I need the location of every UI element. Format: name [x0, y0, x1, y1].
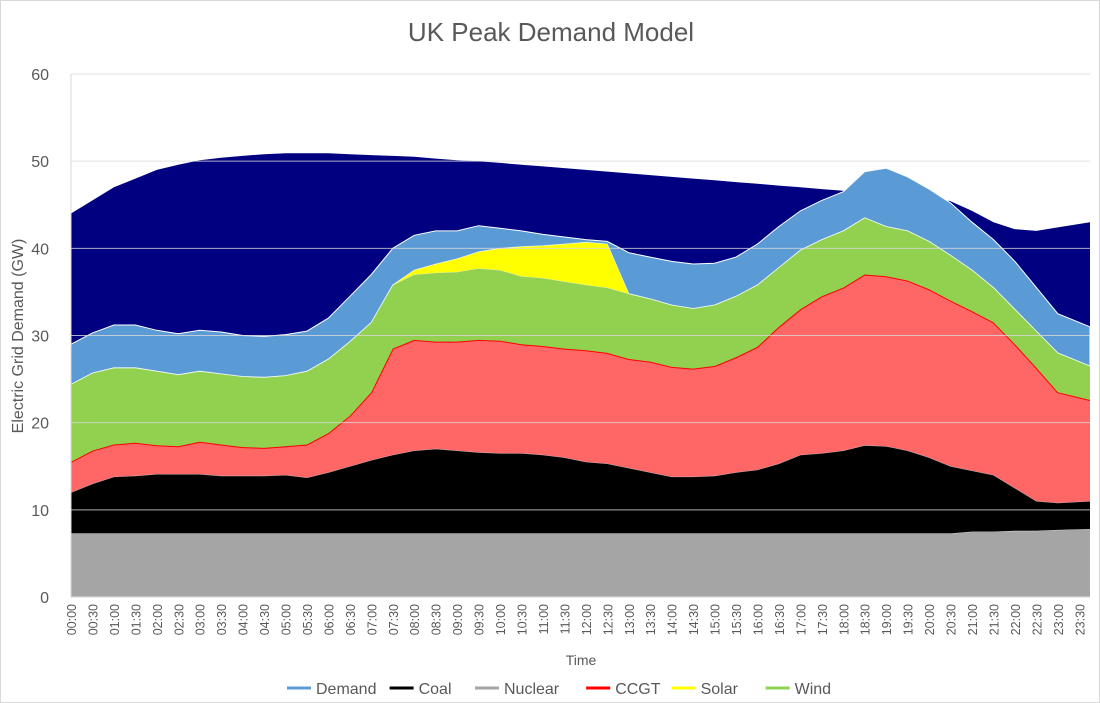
ccgt-area [71, 274, 1090, 503]
x-tick-label: 09:30 [473, 604, 487, 635]
legend-label: Solar [701, 681, 739, 698]
x-tick-label: 06:00 [322, 604, 336, 635]
solar-edge [70, 217, 1091, 385]
x-tick-label: 21:00 [966, 604, 980, 635]
x-tick-label: 21:30 [988, 604, 1002, 635]
chart-title: UK Peak Demand Model [408, 17, 694, 47]
x-tick-label: 11:00 [537, 604, 551, 634]
x-tick-label: 23:00 [1052, 604, 1066, 635]
x-tick-label: 04:00 [237, 604, 251, 635]
x-tick-labels: 00:00 00:30 01:00 01:30 02:00 02:30 03:00 03:30… [65, 604, 1087, 635]
x-tick-label: 17:30 [816, 604, 830, 635]
y-tick-labels: 0 10 20 30 40 50 60 [31, 67, 49, 607]
legend-label: Coal [419, 681, 452, 698]
x-tick-label: 20:00 [923, 604, 937, 635]
x-tick-label: 19:30 [902, 604, 916, 635]
x-tick-label: 22:30 [1030, 604, 1044, 635]
x-tick-label: 14:00 [666, 604, 680, 635]
x-tick-label: 05:00 [280, 604, 294, 635]
x-tick-label: 13:30 [644, 604, 658, 635]
x-tick-label: 17:00 [794, 604, 808, 635]
x-tick-label: 07:00 [365, 604, 379, 635]
x-tick-label: 04:30 [258, 604, 272, 635]
x-tick-label: 16:00 [752, 604, 766, 635]
y-tick-label: 30 [31, 329, 49, 346]
legend: Demand Coal Nuclear CCGT Solar Wind [287, 681, 831, 698]
x-tick-label: 12:00 [580, 604, 594, 635]
x-tick-label: 18:30 [859, 604, 873, 635]
gridlines [70, 73, 1090, 598]
x-tick-label: 10:30 [516, 604, 530, 635]
ccgt-line [70, 273, 1091, 463]
legend-item-nuclear: Nuclear [475, 681, 560, 698]
x-tick-label: 02:30 [172, 604, 186, 635]
y-axis-label: Electric Grid Demand (GW) [10, 239, 27, 434]
x-tick-label: 08:00 [408, 604, 422, 635]
x-tick-label: 01:30 [129, 604, 143, 635]
wind-area [71, 217, 1090, 462]
legend-item-ccgt: CCGT [586, 681, 661, 698]
x-tick-label: 01:00 [108, 604, 122, 635]
nuclear-area [71, 529, 1090, 597]
legend-label: Demand [316, 681, 376, 698]
x-tick-label: 06:30 [344, 604, 358, 635]
x-tick-label: 16:30 [773, 604, 787, 635]
coal-area [71, 445, 1090, 534]
y-tick-label: 50 [31, 154, 49, 171]
plot-area [70, 153, 1091, 598]
x-tick-label: 13:00 [623, 604, 637, 635]
x-tick-label: 03:30 [215, 604, 229, 635]
x-tick-label: 02:00 [151, 604, 165, 635]
x-tick-label: 19:00 [880, 604, 894, 635]
x-tick-label: 00:00 [65, 604, 79, 635]
y-tick-label: 60 [31, 67, 49, 84]
x-tick-label: 07:30 [387, 604, 401, 635]
x-tick-label: 00:30 [87, 604, 101, 635]
x-tick-label: 05:30 [301, 604, 315, 635]
x-tick-label: 12:30 [601, 604, 615, 635]
legend-item-coal: Coal [389, 681, 452, 698]
x-tick-label: 14:30 [687, 604, 701, 635]
x-tick-label: 15:30 [730, 604, 744, 635]
x-tick-label: 20:30 [945, 604, 959, 635]
x-tick-label: 15:00 [709, 604, 723, 635]
x-tick-label: 08:30 [430, 604, 444, 635]
legend-item-solar: Solar [671, 681, 739, 698]
x-axis-label: Time [566, 652, 597, 668]
legend-item-demand: Demand [287, 681, 376, 698]
y-tick-label: 20 [31, 416, 49, 433]
legend-label: Nuclear [504, 681, 560, 698]
x-tick-label: 18:00 [837, 604, 851, 635]
legend-label: CCGT [615, 681, 661, 698]
x-tick-label: 22:00 [1009, 604, 1023, 635]
x-tick-label: 10:00 [494, 604, 508, 635]
y-tick-label: 40 [31, 241, 49, 258]
y-tick-label: 0 [40, 590, 49, 607]
solar-area [71, 217, 1090, 385]
x-tick-label: 03:00 [194, 604, 208, 635]
y-tick-label: 10 [31, 503, 49, 520]
legend-item-wind: Wind [765, 681, 831, 698]
x-tick-label: 09:00 [451, 604, 465, 635]
legend-label: Wind [795, 681, 831, 698]
x-tick-label: 11:30 [558, 604, 572, 634]
x-tick-label: 23:30 [1073, 604, 1087, 635]
